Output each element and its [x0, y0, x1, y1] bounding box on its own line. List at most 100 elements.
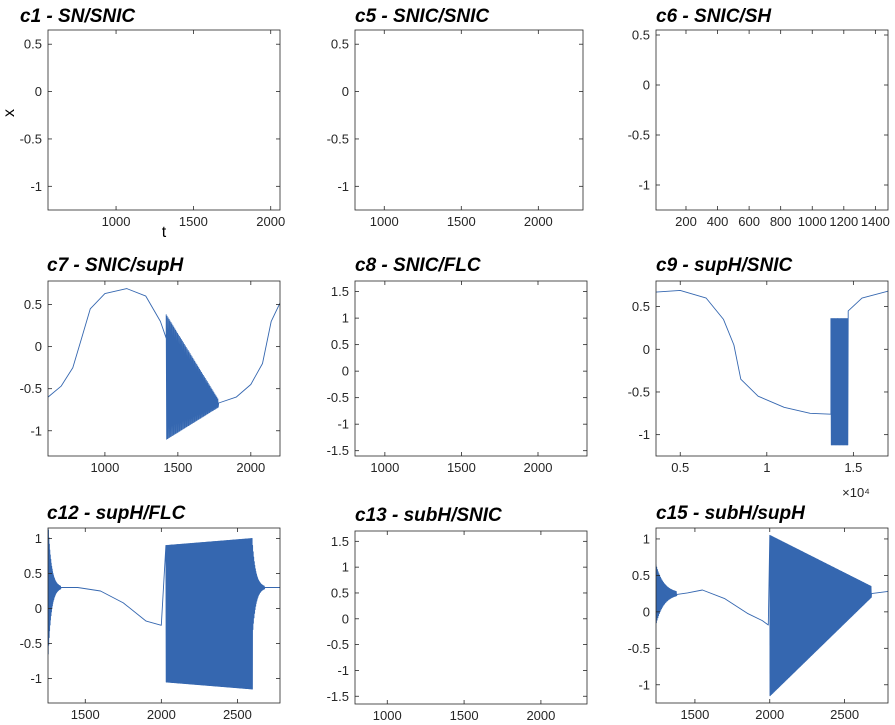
- y-tick-label: 1.5: [331, 534, 349, 549]
- y-tick-label: -0.5: [20, 381, 42, 396]
- x-tick-label: 1000: [102, 214, 131, 229]
- x-tick-label: 1500: [680, 707, 709, 722]
- plot-frame: [655, 280, 889, 457]
- x-tick-label: 600: [738, 214, 760, 229]
- plot-frame: [354, 280, 588, 457]
- x-tick-label: 1000: [370, 214, 399, 229]
- chart-panel-c5: c5 - SNIC/SNIC 1000 1500 2000 0.5 0 -0.5 -1: [327, 6, 584, 229]
- x-axis-label: t: [162, 224, 167, 241]
- x-tick-label: 1200: [829, 214, 858, 229]
- x-tick-label: 1500: [447, 460, 476, 475]
- x-tick-label: 1500: [179, 214, 208, 229]
- y-tick-label: -0.5: [20, 131, 42, 146]
- x-tick-label: 2000: [524, 460, 553, 475]
- x-tick-label: 1000: [370, 460, 399, 475]
- x-tick-label: 800: [770, 214, 792, 229]
- y-tick-label: -0.5: [628, 128, 650, 143]
- y-tick-label: 1: [342, 560, 349, 575]
- chart-panel-c7: c7 - SNIC/supH 1000 1500 2000 0.5 0 -0.5 -1: [20, 255, 281, 475]
- plot-frame: [655, 527, 889, 704]
- y-tick-label: 0: [643, 604, 650, 619]
- plot-frame: [655, 29, 889, 211]
- y-tick-label: 1: [342, 311, 349, 326]
- chart-title: c9 - supH/SNIC: [656, 255, 792, 276]
- chart-panel-c13: c13 - subH/SNIC 1000 1500 2000 1.5 1 0.5 0 -0.5…: [327, 505, 588, 723]
- y-tick-label: 0.5: [24, 37, 42, 52]
- x-tick-label: 1500: [71, 707, 100, 722]
- chart-panel-c8: c8 - SNIC/FLC 1000 1500 2000 1.5 1 0.5 0 -0.5 -1…: [327, 255, 588, 475]
- x-tick-label: 1000: [90, 460, 119, 475]
- y-tick-label: -0.5: [327, 131, 349, 146]
- y-tick-label: -1: [30, 423, 42, 438]
- y-tick-label: 0: [342, 84, 349, 99]
- y-tick-label: -1: [337, 663, 349, 678]
- y-tick-label: 0.5: [331, 37, 349, 52]
- y-tick-label: 0: [342, 364, 349, 379]
- chart-title: c1 - SN/SNIC: [20, 6, 135, 27]
- x-tick-label: 1: [763, 460, 770, 475]
- chart-panel-c6: c6 - SNIC/SH 200 400 600 800 1000 1200 1400 0.5…: [628, 6, 890, 229]
- x-tick-label: 1400: [861, 214, 890, 229]
- y-tick-label: -1: [337, 417, 349, 432]
- y-tick-label: -1: [638, 427, 650, 442]
- y-tick-label: 0: [643, 342, 650, 357]
- y-tick-label: -0.5: [20, 636, 42, 651]
- y-tick-label: -1.5: [327, 443, 349, 458]
- y-tick-label: 1.5: [331, 284, 349, 299]
- chart-panel-c9: c9 - supH/SNIC ×10⁴ 0.5 1 1.5 0.5 0 -0.5 -1: [628, 255, 889, 500]
- y-tick-label: 0: [35, 84, 42, 99]
- y-tick-label: 0.5: [632, 299, 650, 314]
- chart-panel-c1: c1 - SN/SNIC x t 1000 1500 2000 0.5 0 -0.5 -1: [1, 6, 285, 241]
- x-axis-multiplier: ×10⁴: [842, 485, 870, 500]
- y-tick-label: 1: [643, 531, 650, 546]
- y-tick-label: 0.5: [24, 297, 42, 312]
- x-tick-label: 2000: [524, 214, 553, 229]
- chart-title: c5 - SNIC/SNIC: [355, 6, 489, 27]
- y-tick-label: 0.5: [632, 28, 650, 43]
- x-tick-label: 2000: [755, 707, 784, 722]
- x-tick-label: 1500: [163, 460, 192, 475]
- plot-frame: [354, 530, 588, 705]
- x-tick-label: 1.5: [844, 460, 862, 475]
- y-tick-label: 0.5: [632, 568, 650, 583]
- chart-title: c12 - supH/FLC: [47, 503, 186, 524]
- x-tick-label: 2000: [526, 708, 555, 723]
- y-tick-label: 0: [643, 78, 650, 93]
- y-tick-label: 0.5: [24, 566, 42, 581]
- chart-title: c7 - SNIC/supH: [47, 255, 184, 276]
- y-tick-label: -0.5: [628, 384, 650, 399]
- y-tick-label: 0.5: [331, 337, 349, 352]
- y-tick-label: 1: [35, 531, 42, 546]
- plot-frame: [354, 29, 584, 211]
- y-tick-label: -0.5: [327, 637, 349, 652]
- x-tick-label: 2500: [830, 707, 859, 722]
- plot-frame: [47, 29, 281, 211]
- y-tick-label: -1.5: [327, 689, 349, 704]
- chart-title: c13 - subH/SNIC: [355, 505, 502, 526]
- y-tick-label: -1: [30, 671, 42, 686]
- x-tick-label: 1000: [798, 214, 827, 229]
- chart-title: c6 - SNIC/SH: [656, 6, 772, 27]
- y-tick-label: -1: [337, 179, 349, 194]
- x-tick-label: 1500: [447, 214, 476, 229]
- x-tick-label: 1500: [450, 708, 479, 723]
- y-tick-label: -0.5: [628, 641, 650, 656]
- chart-panel-c15: c15 - subH/supH 1500 2000 2500 1 0.5 0 -0.5 -1: [628, 503, 889, 722]
- x-tick-label: 0.5: [671, 460, 689, 475]
- data-series-line: [48, 528, 280, 690]
- x-tick-label: 400: [707, 214, 729, 229]
- chart-title: c15 - subH/supH: [656, 503, 806, 524]
- data-series-line: [656, 289, 888, 446]
- y-tick-label: -1: [638, 178, 650, 193]
- data-series-line: [656, 534, 888, 697]
- x-tick-label: 2000: [256, 214, 285, 229]
- data-series-line: [48, 288, 280, 440]
- x-tick-label: 200: [675, 214, 697, 229]
- chart-title: c8 - SNIC/FLC: [355, 255, 481, 276]
- x-tick-label: 2000: [236, 460, 265, 475]
- y-tick-label: 0: [35, 339, 42, 354]
- x-tick-label: 2000: [147, 707, 176, 722]
- plot-frame: [47, 280, 281, 457]
- y-tick-label: -1: [30, 179, 42, 194]
